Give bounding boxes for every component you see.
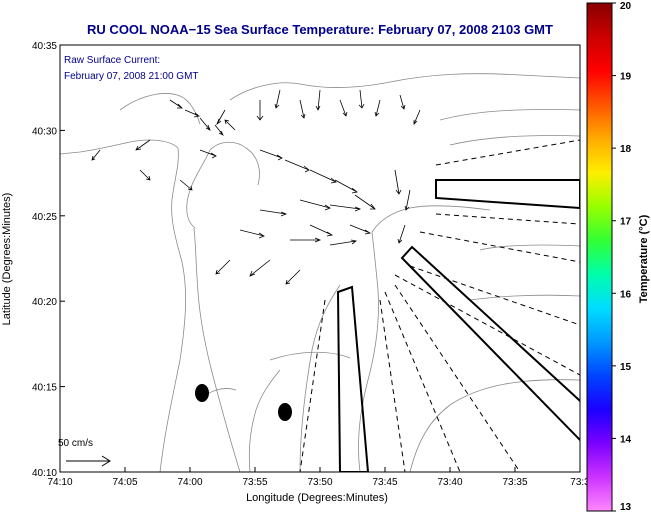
colorbar-tick-label: 15 [620,362,632,373]
colorbar-tick-label: 16 [620,289,632,300]
y-tick-label: 40:30 [32,126,57,137]
x-tick-label: 73:55 [242,477,267,488]
x-tick-label: 73:40 [437,477,462,488]
coverage-outlines [299,139,580,472]
land-contours [60,73,580,472]
x-axis: 74:10 74:05 74:00 73:55 73:50 73:45 73:40 73:35… [47,467,590,488]
colorbar-label: Temperature (°C) [638,214,650,303]
station-marker-2 [278,403,292,421]
colorbar-ticks: 20 19 18 17 16 15 14 13 [612,1,632,513]
x-tick-label: 74:05 [112,477,137,488]
scale-arrow [66,455,111,467]
colorbar-tick-label: 18 [620,144,632,155]
chart-title: RU COOL NOAA−15 Sea Surface Temperature:… [87,22,553,37]
colorbar [586,2,613,512]
colorbar-tick-label: 19 [620,72,632,83]
x-axis-label: Longitude (Degrees:Minutes) [246,492,388,504]
colorbar-tick-label: 14 [620,434,632,445]
colorbar-tick-label: 17 [620,217,632,228]
y-tick-label: 40:20 [32,297,57,308]
scale-label: 50 cm/s [58,438,93,449]
map-layer [60,73,580,472]
x-tick-label: 73:45 [372,477,397,488]
chart-subtitle-line-1: Raw Surface Current: [64,55,160,66]
y-tick-label: 40:25 [32,212,57,223]
plot-frame [59,44,581,473]
station-marker-1 [195,384,209,402]
y-axis: 40:35 40:30 40:25 40:20 40:15 40:10 [32,41,65,479]
x-tick-label: 74:00 [177,477,202,488]
y-tick-label: 40:15 [32,383,57,394]
x-tick-label: 73:35 [502,477,527,488]
x-tick-label: 73:50 [307,477,332,488]
y-tick-label: 40:35 [32,41,57,52]
x-tick-label: 74:10 [47,477,72,488]
y-tick-label: 40:10 [32,468,57,479]
colorbar-tick-label: 13 [620,502,632,513]
chart-subtitle-line-2: February 07, 2008 21:00 GMT [64,71,199,82]
colorbar-tick-label: 20 [620,1,632,12]
y-axis-label: Latitude (Degrees:Minutes) [1,193,13,326]
current-vectors [91,89,421,285]
x-tick-label: 73:3 [570,477,590,488]
